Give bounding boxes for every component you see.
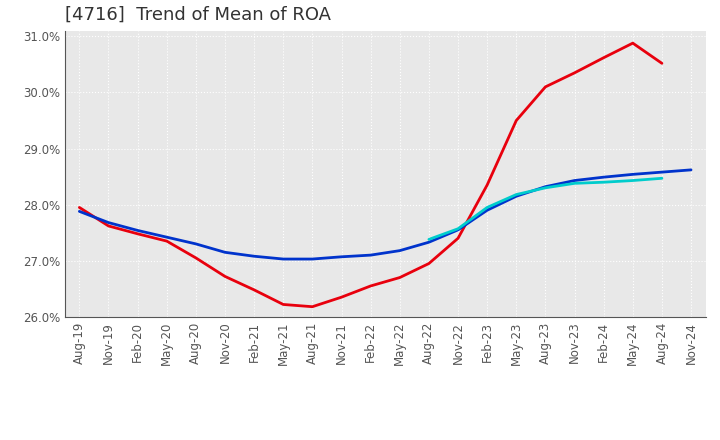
Legend: 3 Years, 5 Years, 7 Years, 10 Years: 3 Years, 5 Years, 7 Years, 10 Years	[163, 435, 607, 440]
Text: [4716]  Trend of Mean of ROA: [4716] Trend of Mean of ROA	[65, 6, 330, 24]
